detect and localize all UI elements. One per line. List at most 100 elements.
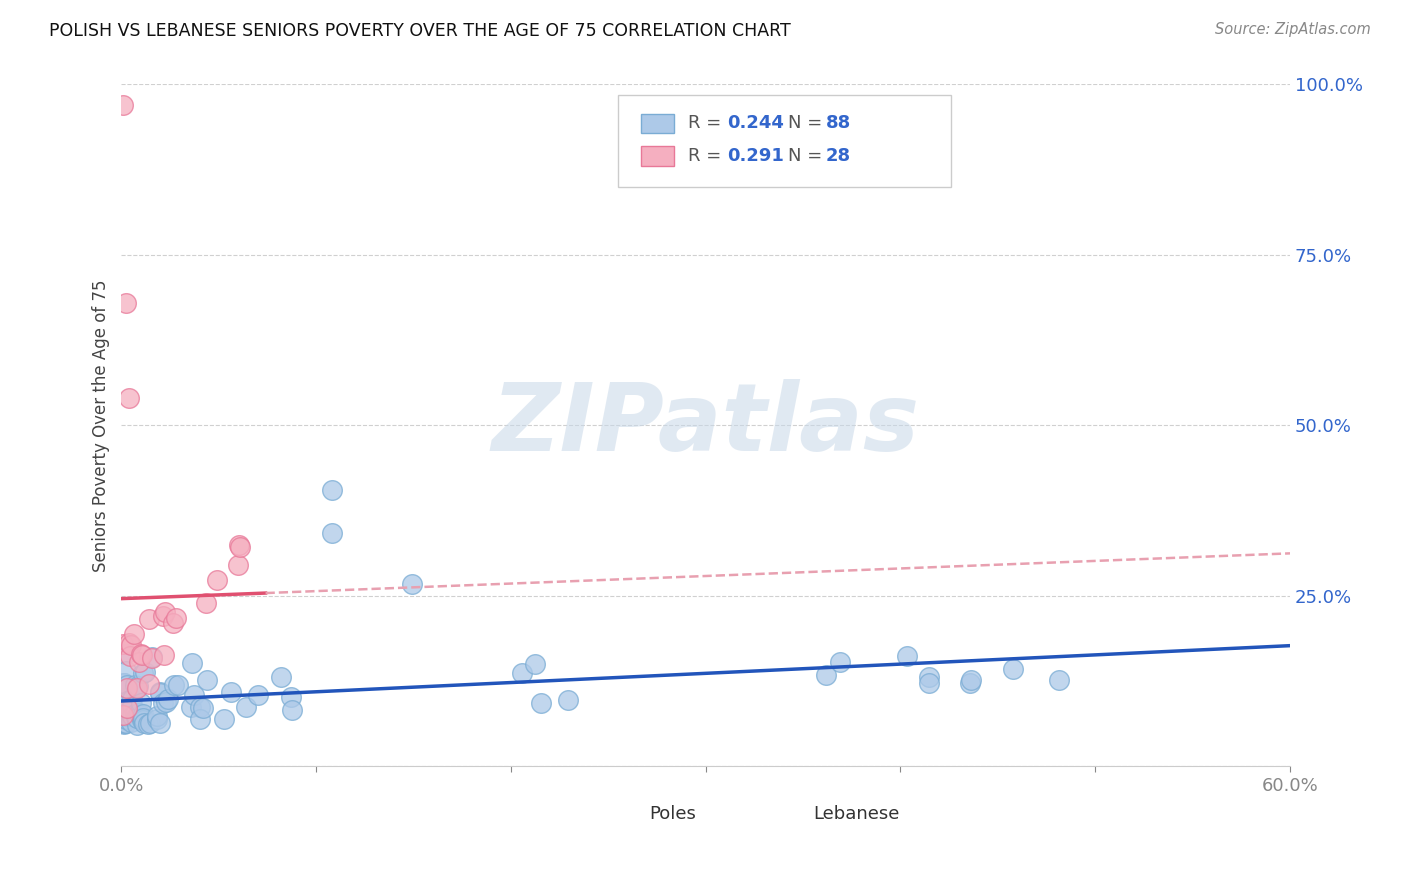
Point bbox=[112, 98, 135, 112]
Point bbox=[321, 483, 343, 497]
Point bbox=[120, 638, 142, 652]
Point bbox=[141, 650, 163, 665]
Point bbox=[124, 627, 146, 641]
Point bbox=[524, 657, 547, 672]
Point bbox=[1047, 673, 1070, 687]
Point bbox=[115, 704, 138, 718]
Point bbox=[124, 707, 146, 722]
Point bbox=[188, 713, 211, 727]
Point bbox=[149, 686, 172, 700]
FancyBboxPatch shape bbox=[619, 95, 950, 186]
Point bbox=[229, 540, 252, 554]
Point bbox=[557, 692, 579, 706]
Text: 28: 28 bbox=[827, 147, 851, 165]
Point bbox=[959, 676, 981, 690]
Point bbox=[132, 713, 155, 727]
Point bbox=[155, 695, 177, 709]
Point bbox=[138, 716, 160, 731]
Point bbox=[814, 667, 837, 681]
Point bbox=[530, 696, 553, 710]
Point bbox=[112, 717, 135, 731]
Point bbox=[918, 676, 941, 690]
FancyBboxPatch shape bbox=[641, 114, 675, 133]
Point bbox=[114, 715, 136, 730]
Point bbox=[127, 681, 149, 695]
Point bbox=[115, 708, 138, 723]
Point bbox=[235, 700, 257, 714]
Point bbox=[149, 685, 172, 699]
Point bbox=[195, 673, 218, 687]
Point bbox=[280, 690, 302, 704]
Point bbox=[124, 678, 146, 692]
Point bbox=[121, 698, 143, 713]
Point bbox=[128, 656, 150, 670]
Text: R =: R = bbox=[688, 147, 727, 165]
Point bbox=[141, 651, 163, 665]
Point bbox=[118, 709, 141, 723]
Point bbox=[510, 665, 533, 680]
Point bbox=[117, 700, 139, 714]
Point bbox=[138, 612, 160, 626]
Point bbox=[114, 647, 136, 661]
Point bbox=[120, 648, 142, 663]
Point bbox=[152, 609, 174, 624]
Point bbox=[134, 665, 156, 680]
Point bbox=[212, 712, 235, 726]
Point bbox=[127, 711, 149, 725]
Point bbox=[117, 696, 139, 710]
Point bbox=[132, 666, 155, 681]
Point bbox=[321, 526, 343, 541]
Point bbox=[148, 715, 170, 730]
Text: R =: R = bbox=[688, 114, 727, 132]
Point bbox=[127, 717, 149, 731]
Point bbox=[139, 715, 162, 730]
Point bbox=[112, 708, 135, 723]
Point bbox=[228, 558, 250, 573]
Point bbox=[129, 647, 152, 661]
Point bbox=[166, 678, 188, 692]
Point bbox=[118, 391, 141, 405]
Point bbox=[152, 696, 174, 710]
Y-axis label: Seniors Poverty Over the Age of 75: Seniors Poverty Over the Age of 75 bbox=[93, 279, 110, 572]
Point bbox=[193, 701, 215, 715]
Point bbox=[114, 715, 136, 730]
Point bbox=[131, 713, 153, 727]
Point bbox=[960, 673, 983, 688]
Point bbox=[162, 616, 184, 631]
Text: ZIPatlas: ZIPatlas bbox=[492, 379, 920, 471]
Point bbox=[153, 648, 176, 663]
Point bbox=[131, 648, 153, 662]
Point bbox=[114, 295, 136, 310]
Point bbox=[138, 677, 160, 691]
Point bbox=[153, 606, 176, 620]
Point bbox=[127, 679, 149, 693]
FancyBboxPatch shape bbox=[612, 803, 641, 826]
Point bbox=[207, 573, 229, 587]
Text: 0.291: 0.291 bbox=[727, 147, 783, 165]
Point bbox=[280, 702, 302, 716]
Point bbox=[112, 637, 135, 651]
Point bbox=[115, 712, 138, 726]
FancyBboxPatch shape bbox=[776, 803, 806, 826]
Point bbox=[114, 696, 136, 710]
Point bbox=[157, 691, 180, 706]
Text: Poles: Poles bbox=[650, 805, 696, 823]
Point bbox=[128, 708, 150, 723]
Text: 88: 88 bbox=[827, 114, 852, 132]
Text: POLISH VS LEBANESE SENIORS POVERTY OVER THE AGE OF 75 CORRELATION CHART: POLISH VS LEBANESE SENIORS POVERTY OVER … bbox=[49, 22, 792, 40]
Point bbox=[120, 715, 142, 730]
Point bbox=[112, 708, 135, 723]
Point bbox=[118, 704, 141, 718]
Point bbox=[165, 611, 187, 625]
Point bbox=[163, 678, 186, 692]
Point bbox=[132, 715, 155, 730]
Point bbox=[918, 670, 941, 684]
Point bbox=[180, 699, 202, 714]
Point bbox=[146, 712, 169, 726]
Point bbox=[401, 577, 423, 591]
Point bbox=[112, 716, 135, 731]
Point bbox=[146, 708, 169, 723]
Point bbox=[188, 699, 211, 714]
Text: N =: N = bbox=[787, 114, 828, 132]
Point bbox=[270, 669, 292, 683]
